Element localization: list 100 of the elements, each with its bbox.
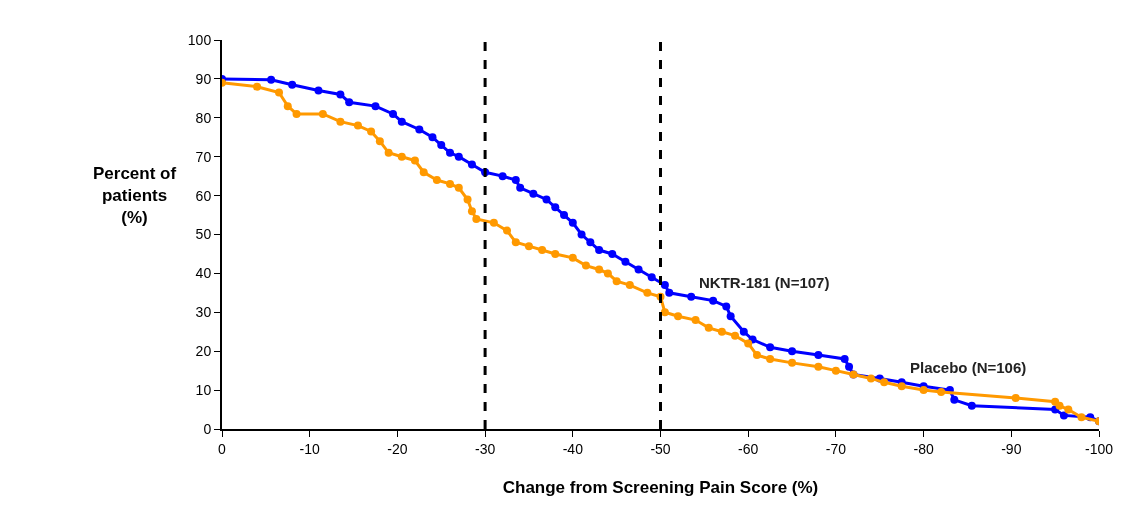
- point: [371, 102, 380, 111]
- point: [489, 218, 498, 227]
- point: [766, 354, 775, 363]
- point: [397, 152, 406, 161]
- point: [283, 102, 292, 111]
- point: [454, 152, 463, 161]
- point: [1077, 413, 1086, 422]
- point: [336, 117, 345, 126]
- point: [419, 168, 428, 177]
- point: [432, 176, 441, 185]
- point: [336, 90, 345, 99]
- point: [726, 312, 735, 321]
- point: [788, 347, 797, 356]
- point: [831, 366, 840, 375]
- point: [397, 117, 406, 126]
- point: [389, 109, 398, 118]
- point: [551, 203, 560, 212]
- point: [446, 179, 455, 188]
- point: [314, 86, 323, 95]
- point: [253, 82, 262, 91]
- point: [950, 395, 959, 404]
- point: [467, 160, 476, 169]
- annotation: NKTR-181 (N=107): [699, 274, 830, 291]
- point: [647, 273, 656, 282]
- point: [937, 388, 946, 397]
- point: [717, 327, 726, 336]
- point: [516, 183, 525, 192]
- y-tick-label: 40: [195, 265, 212, 282]
- x-tick-label: -20: [387, 440, 408, 457]
- y-tick-label: 10: [195, 382, 212, 398]
- x-tick-label: -30: [474, 440, 496, 457]
- x-tick-label: 0: [218, 440, 227, 457]
- point: [568, 253, 577, 262]
- point: [687, 292, 696, 301]
- point: [454, 183, 463, 192]
- point: [577, 230, 586, 239]
- y-tick-label: 20: [195, 343, 212, 360]
- y-tick-label: 80: [195, 109, 212, 126]
- x-tick-label: -40: [562, 440, 584, 457]
- point: [581, 261, 590, 270]
- point: [660, 281, 669, 290]
- point: [814, 362, 823, 371]
- point: [1059, 411, 1068, 420]
- point: [709, 296, 718, 305]
- point: [568, 218, 577, 227]
- point: [621, 257, 630, 266]
- point: [275, 88, 284, 97]
- point: [415, 125, 424, 134]
- point: [498, 172, 507, 181]
- point: [1064, 405, 1073, 414]
- point: [595, 246, 604, 255]
- point: [318, 109, 327, 118]
- point: [674, 312, 683, 321]
- point: [722, 302, 731, 311]
- point: [967, 401, 976, 410]
- point: [437, 141, 446, 150]
- point: [511, 176, 520, 185]
- point: [446, 148, 455, 157]
- point: [660, 308, 669, 317]
- point: [766, 343, 775, 352]
- point: [472, 214, 481, 223]
- y-tick-label: 70: [195, 148, 212, 165]
- point: [345, 98, 354, 107]
- y-tick-label: 100: [187, 31, 212, 48]
- point: [529, 189, 538, 198]
- point: [1055, 401, 1064, 410]
- point: [612, 277, 621, 286]
- x-tick-label: -10: [299, 440, 321, 457]
- point: [542, 195, 551, 204]
- x-tick-label: -90: [1001, 440, 1022, 457]
- point: [897, 382, 906, 391]
- annotation: Placebo (N=106): [910, 359, 1027, 376]
- x-tick-label: -70: [825, 440, 847, 457]
- point: [560, 211, 569, 220]
- point: [625, 281, 634, 290]
- point: [586, 238, 595, 247]
- point: [524, 242, 533, 251]
- point: [551, 249, 560, 258]
- x-axis-title: Change from Screening Pain Score (%): [502, 477, 819, 497]
- point: [353, 121, 362, 130]
- point: [744, 339, 753, 348]
- y-tick-label: 90: [195, 70, 212, 87]
- point: [665, 288, 674, 297]
- point: [288, 80, 297, 89]
- point: [603, 269, 612, 278]
- point: [595, 265, 604, 274]
- point: [643, 288, 652, 297]
- point: [880, 378, 889, 387]
- point: [1011, 393, 1020, 402]
- point: [384, 148, 393, 157]
- point: [731, 331, 740, 340]
- point: [410, 156, 419, 165]
- point: [691, 316, 700, 325]
- point: [739, 327, 748, 336]
- x-tick-label: -60: [738, 440, 759, 457]
- point: [292, 109, 301, 118]
- y-tick-label: 60: [195, 187, 212, 204]
- point: [511, 238, 520, 247]
- point: [503, 226, 512, 235]
- point: [634, 265, 643, 274]
